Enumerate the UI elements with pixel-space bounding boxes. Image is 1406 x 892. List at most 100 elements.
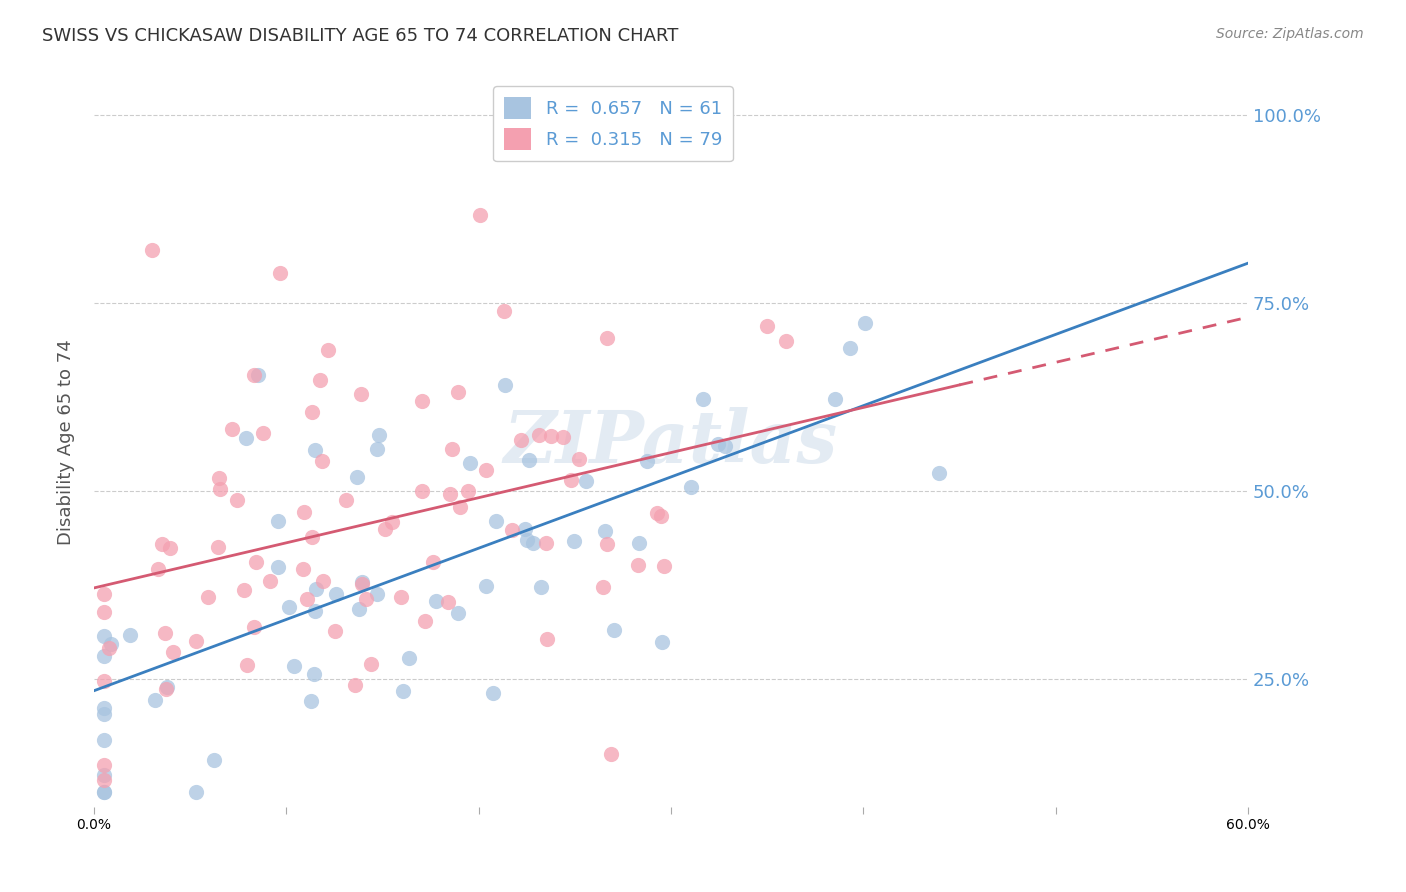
Swiss xyxy=(853,316,876,330)
Swiss xyxy=(93,732,115,747)
Chickasaw xyxy=(312,574,335,588)
Chickasaw xyxy=(93,674,115,689)
Chickasaw xyxy=(233,583,256,598)
Swiss xyxy=(93,784,115,798)
Swiss xyxy=(283,658,305,673)
Chickasaw xyxy=(93,587,115,601)
Swiss xyxy=(366,587,388,601)
Chickasaw xyxy=(316,343,339,358)
Chickasaw xyxy=(374,522,396,536)
Chickasaw xyxy=(93,757,115,772)
Y-axis label: Disability Age 65 to 74: Disability Age 65 to 74 xyxy=(58,339,75,545)
Chickasaw xyxy=(595,331,617,345)
Swiss xyxy=(350,575,373,590)
Swiss xyxy=(368,428,391,442)
Legend: R =  0.657   N = 61, R =  0.315   N = 79: R = 0.657 N = 61, R = 0.315 N = 79 xyxy=(494,87,733,161)
Swiss xyxy=(93,768,115,782)
Swiss xyxy=(575,474,598,488)
Swiss xyxy=(603,624,626,638)
Chickasaw xyxy=(756,318,779,333)
Chickasaw xyxy=(311,454,333,468)
Chickasaw xyxy=(208,471,231,485)
Chickasaw xyxy=(295,592,318,607)
Swiss xyxy=(494,378,516,392)
Chickasaw xyxy=(335,492,357,507)
Swiss xyxy=(482,686,505,700)
Chickasaw xyxy=(301,530,323,544)
Chickasaw xyxy=(468,208,491,222)
Swiss xyxy=(398,651,420,665)
Swiss xyxy=(824,392,846,407)
Chickasaw xyxy=(93,605,115,619)
Chickasaw xyxy=(436,595,458,609)
Swiss xyxy=(93,701,115,715)
Chickasaw xyxy=(510,434,533,448)
Chickasaw xyxy=(411,483,433,498)
Chickasaw xyxy=(775,334,797,348)
Chickasaw xyxy=(413,614,436,628)
Chickasaw xyxy=(567,452,589,467)
Swiss xyxy=(593,524,616,539)
Chickasaw xyxy=(553,430,575,444)
Swiss xyxy=(184,784,207,798)
Chickasaw xyxy=(350,577,373,591)
Chickasaw xyxy=(501,523,523,537)
Chickasaw xyxy=(291,562,314,576)
Chickasaw xyxy=(540,429,562,443)
Swiss xyxy=(302,666,325,681)
Swiss xyxy=(277,600,299,615)
Chickasaw xyxy=(536,632,558,646)
Chickasaw xyxy=(243,620,266,634)
Swiss xyxy=(235,431,257,445)
Chickasaw xyxy=(236,657,259,672)
Chickasaw xyxy=(323,624,346,638)
Swiss xyxy=(458,456,481,470)
Text: SWISS VS CHICKASAW DISABILITY AGE 65 TO 74 CORRELATION CHART: SWISS VS CHICKASAW DISABILITY AGE 65 TO … xyxy=(42,27,679,45)
Swiss xyxy=(93,649,115,664)
Chickasaw xyxy=(259,574,281,588)
Chickasaw xyxy=(449,500,471,515)
Swiss xyxy=(93,784,115,798)
Swiss xyxy=(530,580,553,594)
Swiss xyxy=(513,522,536,536)
Swiss xyxy=(522,536,544,550)
Text: Source: ZipAtlas.com: Source: ZipAtlas.com xyxy=(1216,27,1364,41)
Chickasaw xyxy=(527,427,550,442)
Chickasaw xyxy=(440,442,463,457)
Swiss xyxy=(627,536,650,550)
Chickasaw xyxy=(356,591,378,606)
Chickasaw xyxy=(592,581,614,595)
Swiss xyxy=(706,436,728,450)
Chickasaw xyxy=(209,482,232,496)
Swiss xyxy=(366,442,388,456)
Chickasaw xyxy=(600,747,623,761)
Swiss xyxy=(516,533,538,547)
Swiss xyxy=(156,680,179,694)
Swiss xyxy=(392,684,415,698)
Chickasaw xyxy=(197,590,219,604)
Swiss xyxy=(485,514,508,528)
Swiss xyxy=(267,514,290,528)
Chickasaw xyxy=(439,487,461,501)
Swiss xyxy=(636,454,658,468)
Swiss xyxy=(713,439,735,453)
Swiss xyxy=(651,635,673,649)
Chickasaw xyxy=(422,555,444,569)
Swiss xyxy=(120,628,142,642)
Swiss xyxy=(679,480,702,494)
Chickasaw xyxy=(159,541,181,556)
Chickasaw xyxy=(292,505,315,519)
Chickasaw xyxy=(146,562,169,576)
Chickasaw xyxy=(309,373,332,387)
Chickasaw xyxy=(360,657,382,671)
Chickasaw xyxy=(162,645,184,659)
Chickasaw xyxy=(245,555,267,569)
Chickasaw xyxy=(560,473,582,487)
Swiss xyxy=(347,602,370,616)
Chickasaw xyxy=(457,483,479,498)
Chickasaw xyxy=(596,537,619,551)
Swiss xyxy=(202,753,225,767)
Chickasaw xyxy=(243,368,266,382)
Swiss xyxy=(304,604,326,618)
Swiss xyxy=(475,579,498,593)
